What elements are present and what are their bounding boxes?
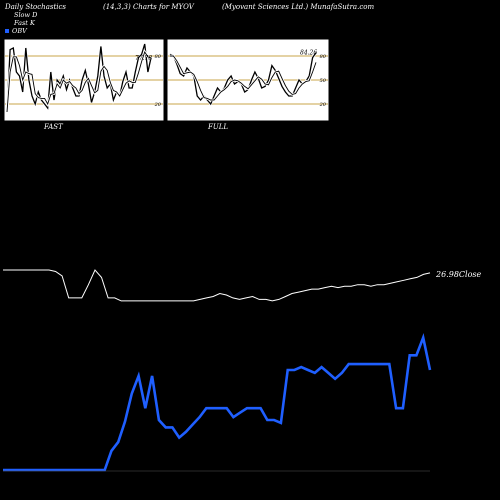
legend-swatch bbox=[5, 20, 11, 26]
chart-header-right: (Myovant Sciences Ltd.) MunafaSutra.com bbox=[222, 3, 375, 11]
chart-header-center: (14,3,3) Charts for MYOV bbox=[103, 3, 194, 11]
full-series-slow-d bbox=[170, 55, 317, 101]
close-price-line bbox=[3, 269, 431, 302]
fast-ytick-label: 80 bbox=[155, 54, 162, 60]
legend-fast-k: Fast K bbox=[5, 19, 35, 27]
full-ytick-label: 80 bbox=[320, 54, 327, 60]
chart-header-left: Daily Stochastics bbox=[5, 3, 67, 11]
close-value-label: 26.98Close bbox=[435, 270, 482, 279]
legend-obv: OBV bbox=[5, 27, 27, 35]
legend-label: Slow D bbox=[14, 11, 38, 19]
fast-ytick-label: 20 bbox=[154, 102, 162, 108]
full-ytick-label: 20 bbox=[319, 102, 327, 108]
legend-label: OBV bbox=[12, 27, 27, 35]
full-series-fast-k bbox=[169, 52, 317, 106]
fast-value-label: 77.78 bbox=[135, 55, 152, 62]
legend-swatch bbox=[5, 29, 9, 33]
fast-series-slow-d bbox=[6, 50, 152, 113]
obv-line bbox=[3, 333, 432, 472]
fast-panel-title: FAST bbox=[44, 123, 63, 131]
legend-slow-d: Slow D bbox=[5, 11, 37, 19]
full-ytick-label: 50 bbox=[320, 78, 327, 84]
full-value-label: 84.26 bbox=[300, 50, 317, 57]
legend-label: Fast K bbox=[14, 19, 35, 27]
fast-series-fast-k bbox=[6, 43, 152, 113]
full-panel-title: FULL bbox=[208, 123, 229, 131]
legend-swatch bbox=[5, 12, 11, 18]
